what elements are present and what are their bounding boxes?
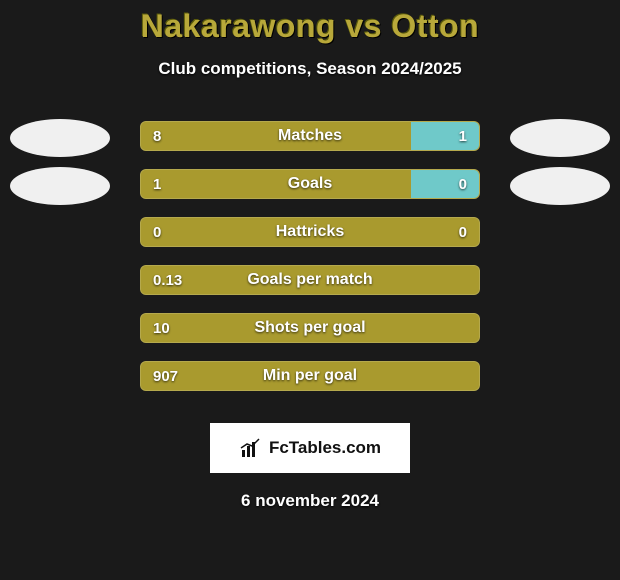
logo-box: FcTables.com: [210, 423, 410, 473]
stat-value-left: 8: [153, 122, 161, 150]
stat-bar: 907Min per goal: [140, 361, 480, 391]
logo-text: FcTables.com: [269, 438, 381, 458]
subtitle: Club competitions, Season 2024/2025: [0, 59, 620, 79]
stat-bar-left-fill: [141, 266, 479, 294]
page-title: Nakarawong vs Otton: [0, 8, 620, 45]
stat-value-right: 0: [459, 218, 467, 246]
stat-bar-left-fill: [141, 218, 479, 246]
stat-bar: 10Goals: [140, 169, 480, 199]
stat-bar-right-fill: [411, 170, 479, 198]
stats-area: 81Matches10Goals00Hattricks0.13Goals per…: [0, 119, 620, 405]
stat-row: 10Goals: [0, 167, 620, 213]
chart-icon: [239, 436, 263, 460]
stat-bar: 81Matches: [140, 121, 480, 151]
player-right-marker: [510, 167, 610, 205]
date-label: 6 november 2024: [0, 491, 620, 511]
stat-row: 0.13Goals per match: [0, 263, 620, 309]
stat-value-left: 10: [153, 314, 170, 342]
stat-value-right: 0: [459, 170, 467, 198]
stat-bar: 0.13Goals per match: [140, 265, 480, 295]
stat-bar-left-fill: [141, 122, 411, 150]
stat-bar: 10Shots per goal: [140, 313, 480, 343]
stat-bar-left-fill: [141, 314, 479, 342]
stat-row: 00Hattricks: [0, 215, 620, 261]
stat-value-left: 0.13: [153, 266, 182, 294]
stat-bar-left-fill: [141, 170, 411, 198]
stat-value-left: 907: [153, 362, 178, 390]
stat-row: 81Matches: [0, 119, 620, 165]
player-left-marker: [10, 119, 110, 157]
stat-bar-right-fill: [411, 122, 479, 150]
stat-value-left: 1: [153, 170, 161, 198]
stat-value-right: 1: [459, 122, 467, 150]
stat-row: 10Shots per goal: [0, 311, 620, 357]
stat-row: 907Min per goal: [0, 359, 620, 405]
stat-bar: 00Hattricks: [140, 217, 480, 247]
player-left-marker: [10, 167, 110, 205]
stat-bar-left-fill: [141, 362, 479, 390]
stat-value-left: 0: [153, 218, 161, 246]
player-right-marker: [510, 119, 610, 157]
comparison-container: Nakarawong vs Otton Club competitions, S…: [0, 0, 620, 511]
